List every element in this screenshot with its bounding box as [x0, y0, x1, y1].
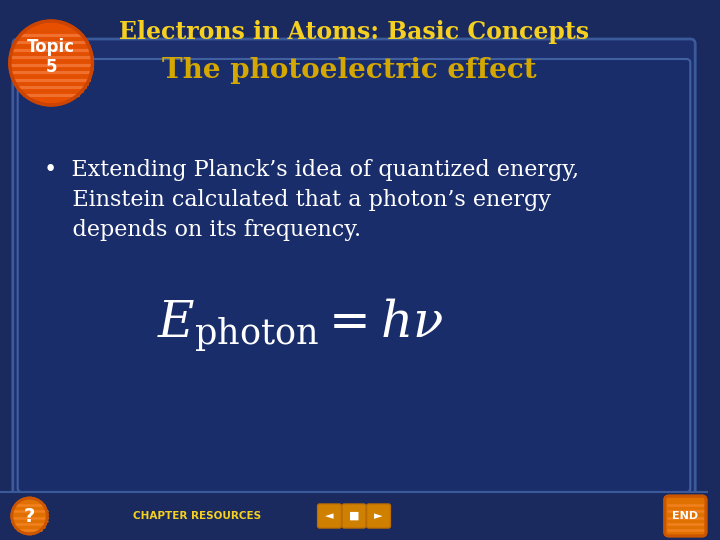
Text: END: END — [672, 511, 698, 521]
FancyBboxPatch shape — [318, 504, 341, 528]
Text: •  Extending Planck’s idea of quantized energy,: • Extending Planck’s idea of quantized e… — [44, 159, 580, 181]
Text: $E_{\mathrm{photon}} = h\nu$: $E_{\mathrm{photon}} = h\nu$ — [157, 296, 443, 354]
FancyBboxPatch shape — [665, 496, 706, 536]
Text: The photoelectric effect: The photoelectric effect — [162, 57, 537, 84]
Text: Topic
5: Topic 5 — [27, 38, 75, 76]
FancyBboxPatch shape — [0, 492, 708, 540]
Text: depends on its frequency.: depends on its frequency. — [44, 219, 361, 241]
FancyBboxPatch shape — [13, 39, 696, 497]
Text: ◄: ◄ — [325, 511, 333, 521]
FancyBboxPatch shape — [366, 504, 390, 528]
Text: ►: ► — [374, 511, 383, 521]
Text: Einstein calculated that a photon’s energy: Einstein calculated that a photon’s ener… — [44, 189, 552, 211]
Circle shape — [12, 498, 48, 534]
Text: CHAPTER RESOURCES: CHAPTER RESOURCES — [132, 511, 261, 521]
FancyBboxPatch shape — [342, 504, 366, 528]
Text: ?: ? — [24, 507, 35, 525]
FancyBboxPatch shape — [18, 59, 690, 492]
Text: ■: ■ — [348, 511, 359, 521]
Text: Electrons in Atoms: Basic Concepts: Electrons in Atoms: Basic Concepts — [119, 20, 589, 44]
Circle shape — [10, 21, 92, 105]
